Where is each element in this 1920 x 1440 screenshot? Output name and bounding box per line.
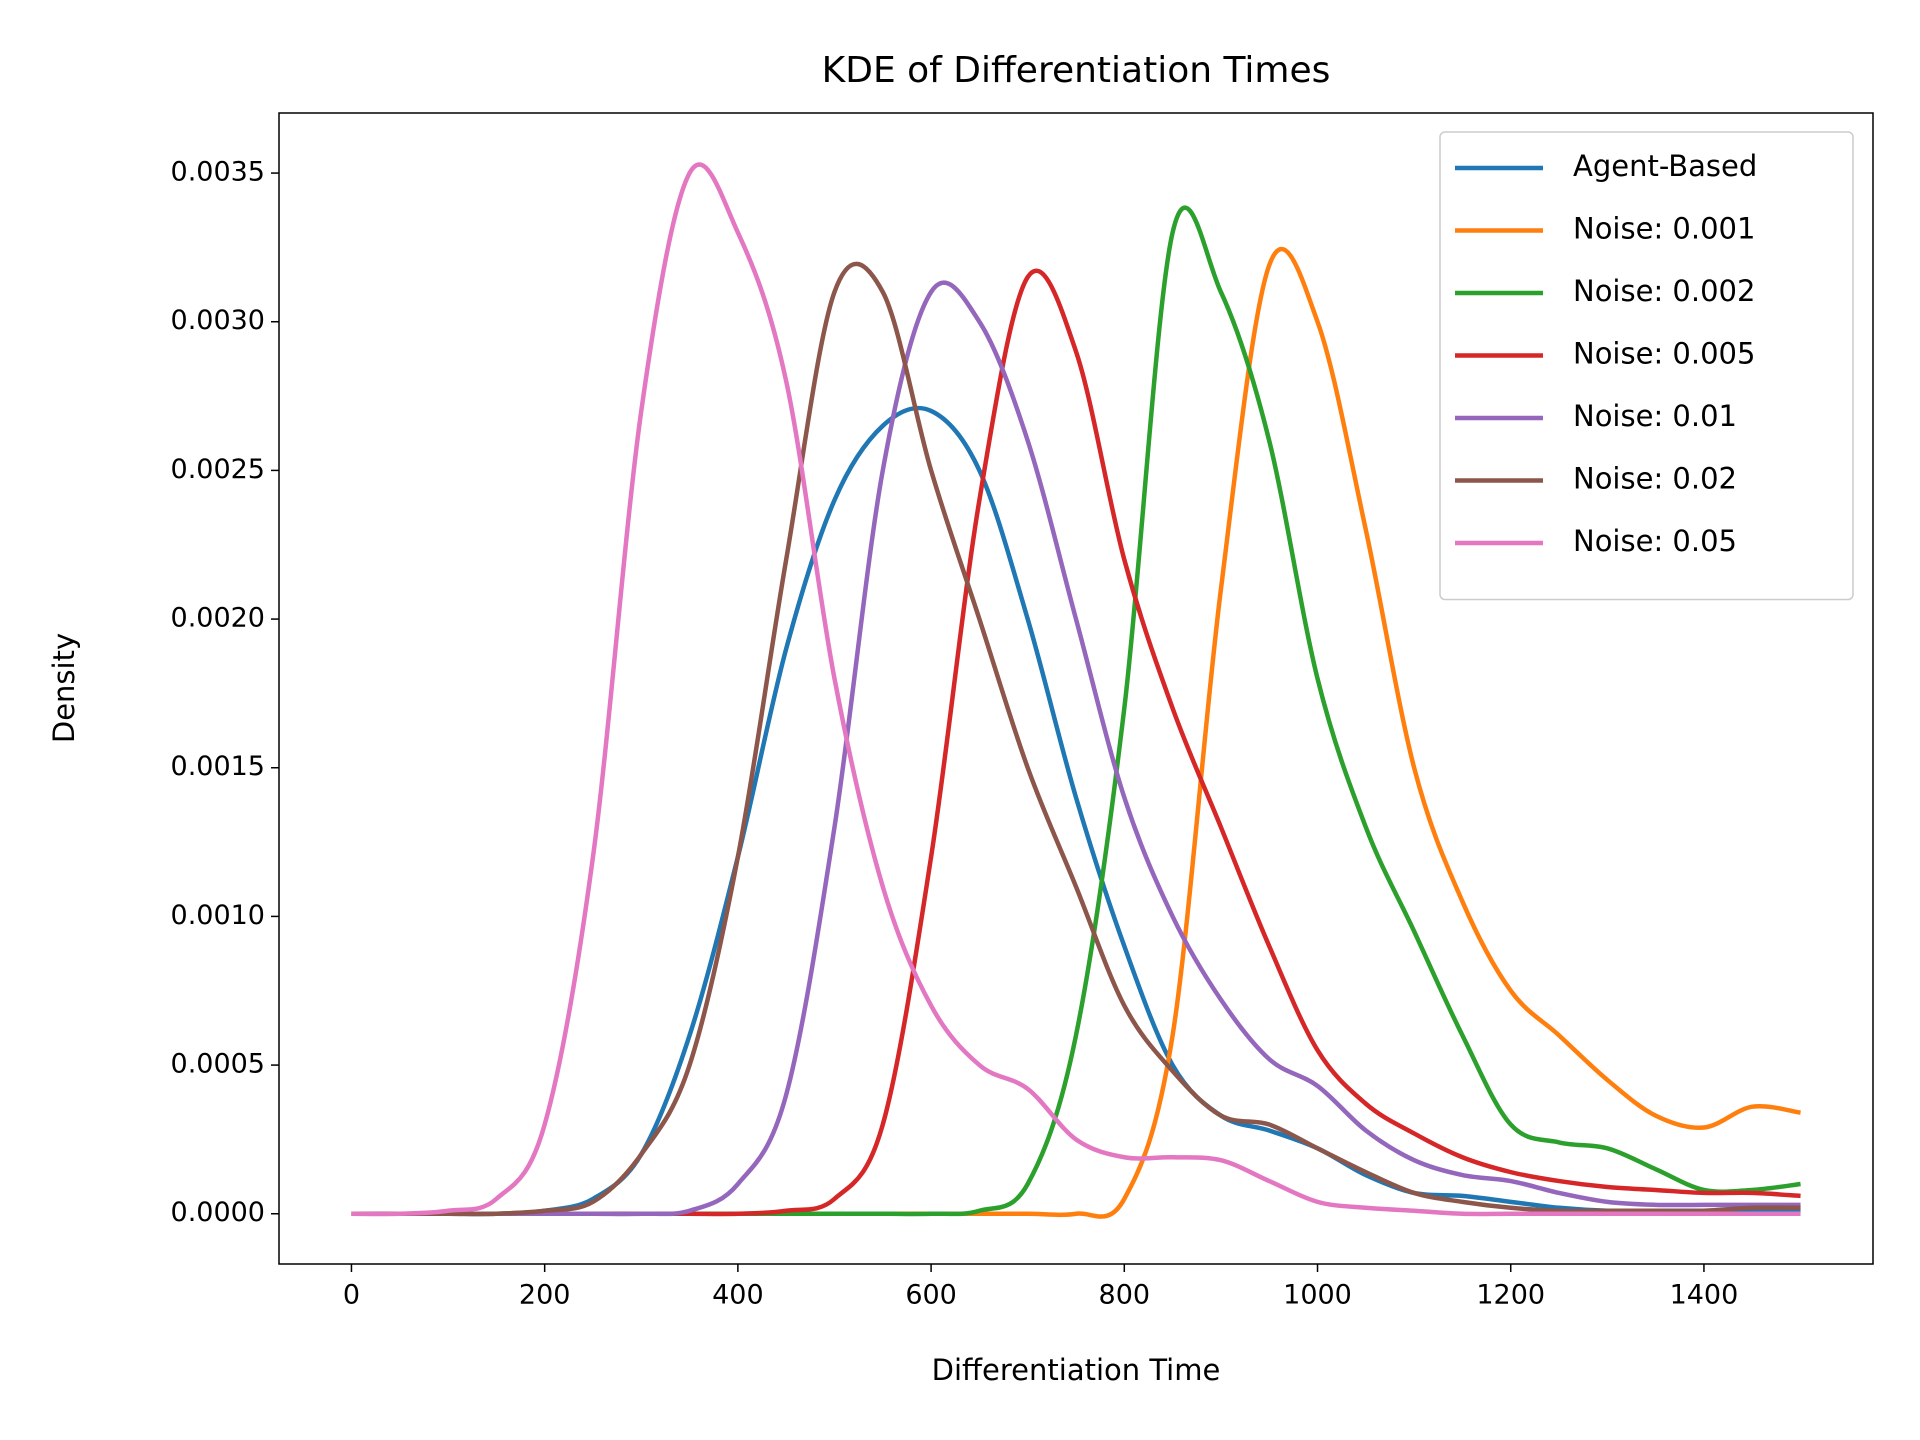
series-line [351,162,1801,1217]
legend-label: Noise: 0.02 [1573,462,1737,496]
x-tick-label: 1000 [1283,1280,1352,1311]
chart-title: KDE of Differentiation Times [822,50,1331,91]
y-tick-label: 0.0005 [171,1049,265,1080]
x-tick-label: 800 [1099,1280,1151,1311]
x-tick-label: 200 [519,1280,571,1311]
y-axis-label: Density [47,633,81,743]
x-tick-label: 1400 [1670,1280,1739,1311]
x-tick-label: 400 [712,1280,764,1311]
y-tick-label: 0.0035 [171,157,265,188]
y-tick-label: 0.0025 [171,454,265,485]
y-tick-label: 0.0030 [171,305,265,336]
legend-label: Agent-Based [1573,149,1757,183]
y-tick-label: 0.0000 [171,1197,265,1228]
x-tick-label: 1200 [1476,1280,1545,1311]
y-tick-label: 0.0010 [171,900,265,931]
plot-frame [278,112,1874,1265]
legend-label: Noise: 0.01 [1573,399,1737,433]
y-tick-label: 0.0020 [171,603,265,634]
y-tick-label: 0.0015 [171,751,265,782]
x-tick-label: 0 [343,1280,360,1311]
legend-label: Noise: 0.002 [1573,274,1755,308]
series-line [351,280,1801,1217]
legend-label: Noise: 0.005 [1573,337,1755,371]
legend-label: Noise: 0.05 [1573,524,1737,558]
legend-box [1439,131,1854,601]
legend-label: Noise: 0.001 [1573,212,1755,246]
x-tick-label: 600 [905,1280,957,1311]
series-line [351,261,1801,1217]
x-axis-label: Differentiation Time [932,1353,1221,1387]
